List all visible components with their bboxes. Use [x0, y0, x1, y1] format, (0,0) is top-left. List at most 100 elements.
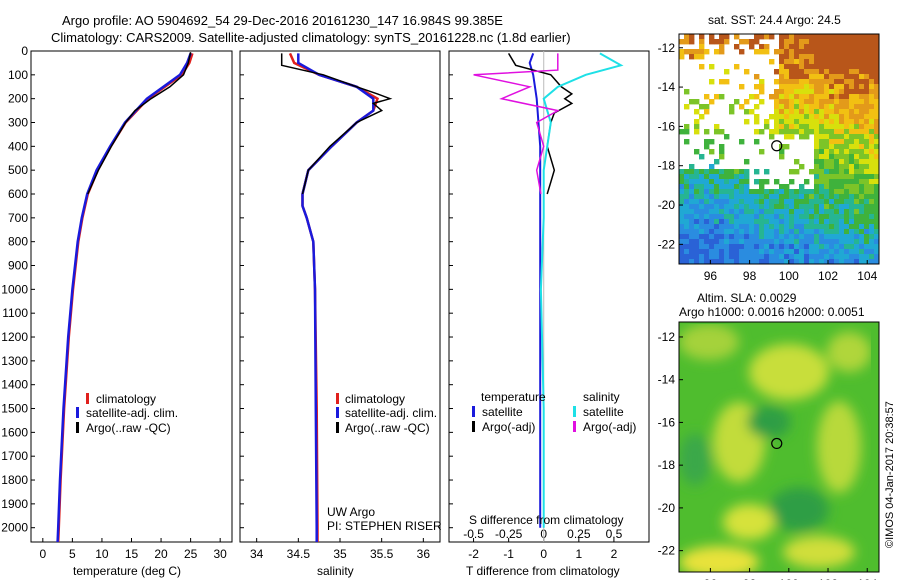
- sst-cell: [679, 239, 685, 245]
- sst-cell: [719, 174, 725, 180]
- sst-cell: [784, 119, 790, 125]
- sst-cell: [839, 189, 845, 195]
- sst-cell: [814, 149, 820, 155]
- sst-cell: [699, 44, 705, 50]
- sst-cell: [854, 109, 860, 115]
- sst-cell: [829, 144, 835, 150]
- sst-cell: [779, 129, 785, 135]
- sst-cell: [814, 204, 820, 210]
- sst-cell: [839, 249, 845, 255]
- sst-cell: [869, 69, 875, 75]
- sst-cell: [709, 169, 715, 175]
- sst-cell: [799, 249, 805, 255]
- sst-cell: [694, 254, 700, 260]
- sst-cell: [709, 34, 715, 40]
- sst-cell: [804, 209, 810, 215]
- x-tick-label: 25: [184, 547, 198, 561]
- sst-cell: [729, 249, 735, 255]
- sst-cell: [699, 254, 705, 260]
- sst-cell: [779, 259, 785, 264]
- sst-cell: [759, 219, 765, 225]
- sst-cell: [784, 134, 790, 140]
- sst-cell: [819, 49, 825, 55]
- sst-cell: [709, 79, 715, 85]
- sst-cell: [809, 104, 815, 110]
- sst-cell: [804, 64, 810, 70]
- sst-cell: [779, 219, 785, 225]
- sst-cell: [849, 214, 855, 220]
- annotation-uw-argo: UW Argo: [327, 505, 375, 519]
- sst-cell: [739, 84, 745, 90]
- sst-cell: [844, 214, 850, 220]
- legend-swatch-sal-satellite: [573, 406, 576, 417]
- sst-cell: [829, 189, 835, 195]
- sst-cell: [804, 44, 810, 50]
- sst-cell: [789, 129, 795, 135]
- sst-cell: [769, 214, 775, 220]
- sst-cell: [829, 179, 835, 185]
- sst-cell: [874, 169, 879, 175]
- sst-cell: [874, 184, 879, 190]
- sst-cell: [864, 64, 870, 70]
- sst-cell: [869, 99, 875, 105]
- sst-cell: [774, 229, 780, 235]
- sst-cell: [809, 234, 815, 240]
- sst-cell: [859, 149, 865, 155]
- sst-cell: [789, 259, 795, 264]
- sst-cell: [739, 214, 745, 220]
- x-tick-label: -2: [468, 547, 479, 561]
- sst-cell: [699, 194, 705, 200]
- sst-cell: [779, 199, 785, 205]
- sst-cell: [714, 244, 720, 250]
- sst-cell: [874, 129, 879, 135]
- sst-map-frame: [678, 33, 880, 265]
- sst-cell: [869, 144, 875, 150]
- sst-cell: [789, 199, 795, 205]
- sst-cell: [699, 244, 705, 250]
- sst-cell: [844, 249, 850, 255]
- sst-cell: [854, 239, 860, 245]
- sst-cell: [854, 44, 860, 50]
- sst-cell: [764, 34, 770, 40]
- sst-cell: [704, 169, 710, 175]
- sst-cell: [694, 244, 700, 250]
- sst-cell: [864, 229, 870, 235]
- sst-cell: [854, 79, 860, 85]
- sst-cell: [754, 219, 760, 225]
- sst-cell: [844, 169, 850, 175]
- sst-cell: [819, 239, 825, 245]
- sst-cell: [679, 259, 685, 264]
- depth-tick-label: 600: [8, 187, 28, 201]
- sst-cell: [834, 69, 840, 75]
- sst-cell: [819, 164, 825, 170]
- sst-cell: [734, 189, 740, 195]
- sst-cell: [729, 254, 735, 260]
- sst-cell: [874, 59, 879, 65]
- sst-cell: [709, 199, 715, 205]
- sst-cell: [799, 39, 805, 45]
- sst-cell: [679, 214, 685, 220]
- sst-cell: [799, 124, 805, 130]
- sst-cell: [849, 129, 855, 135]
- sst-cell: [864, 79, 870, 85]
- sst-cell: [799, 244, 805, 250]
- sst-cell: [714, 194, 720, 200]
- sst-cell: [779, 209, 785, 215]
- sla-map-title-line1: Altim. SLA: 0.0029: [697, 291, 797, 305]
- sla-blob: [679, 546, 759, 572]
- sst-cell: [704, 224, 710, 230]
- depth-tick-label: 1800: [1, 473, 28, 487]
- sst-cell: [819, 134, 825, 140]
- sst-cell: [789, 194, 795, 200]
- sst-cell: [814, 124, 820, 130]
- sst-cell: [779, 244, 785, 250]
- sst-cell: [694, 199, 700, 205]
- sst-cell: [849, 49, 855, 55]
- sst-cell: [854, 184, 860, 190]
- temperature-series: [56, 52, 194, 542]
- sst-cell: [769, 234, 775, 240]
- sst-cell: [684, 169, 690, 175]
- sst-cell: [724, 259, 730, 264]
- sst-cell: [869, 119, 875, 125]
- sst-cell: [744, 69, 750, 75]
